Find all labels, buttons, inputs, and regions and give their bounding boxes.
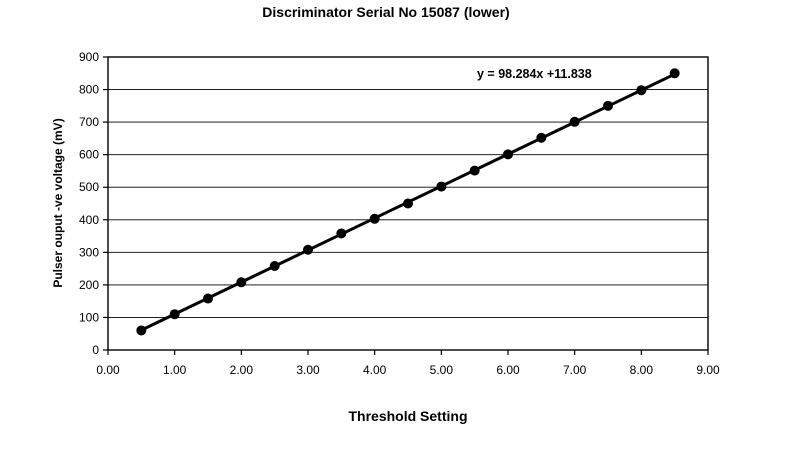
data-point xyxy=(136,325,147,336)
x-tick-label: 1.00 xyxy=(163,363,187,377)
y-tick-label: 500 xyxy=(79,180,99,194)
data-point xyxy=(269,261,280,272)
gridlines xyxy=(108,89,708,318)
y-tick-label: 300 xyxy=(79,245,99,259)
data-point xyxy=(203,293,213,304)
data-point xyxy=(436,181,447,192)
x-axis-title: Threshold Setting xyxy=(349,408,468,424)
data-point xyxy=(336,228,347,239)
data-point xyxy=(569,116,580,127)
y-tick-label: 200 xyxy=(79,278,99,292)
data-point xyxy=(403,198,413,209)
data-point xyxy=(669,68,680,79)
data-point xyxy=(503,149,513,160)
data-point xyxy=(236,277,247,288)
data-point xyxy=(603,100,613,111)
y-tick-label: 0 xyxy=(92,343,99,357)
y-tick-label: 100 xyxy=(79,310,99,324)
y-axis: 0 100 200 300 400 500 600 700 800 900 xyxy=(79,50,108,357)
trendline-equation: y = 98.284x +11.838 xyxy=(477,67,592,81)
y-axis-title: Pulser ouput -ve voltage (mV) xyxy=(51,118,65,287)
x-tick-label: 5.00 xyxy=(430,363,454,377)
x-tick-label: 0.00 xyxy=(96,363,120,377)
x-axis: 0.00 1.00 2.00 3.00 4.00 5.00 6.00 7.00 8.00 9.00 xyxy=(96,350,720,377)
data-point xyxy=(469,165,480,176)
y-tick-label: 800 xyxy=(79,83,99,97)
data-points xyxy=(136,68,680,336)
x-tick-label: 6.00 xyxy=(496,363,520,377)
x-tick-label: 2.00 xyxy=(230,363,254,377)
x-tick-label: 4.00 xyxy=(363,363,387,377)
y-tick-label: 700 xyxy=(79,115,99,129)
x-tick-label: 3.00 xyxy=(296,363,320,377)
x-tick-label: 9.00 xyxy=(696,363,720,377)
data-point xyxy=(536,132,547,143)
plot-area xyxy=(107,56,709,351)
y-tick-label: 600 xyxy=(79,148,99,162)
data-point xyxy=(169,309,180,320)
data-point xyxy=(369,213,380,224)
data-point xyxy=(636,85,647,96)
chart-title: Discriminator Serial No 15087 (lower) xyxy=(262,4,509,20)
y-tick-label: 900 xyxy=(79,50,99,64)
x-tick-label: 8.00 xyxy=(630,363,654,377)
y-tick-label: 400 xyxy=(79,213,99,227)
x-tick-label: 7.00 xyxy=(563,363,587,377)
data-point xyxy=(303,244,313,255)
